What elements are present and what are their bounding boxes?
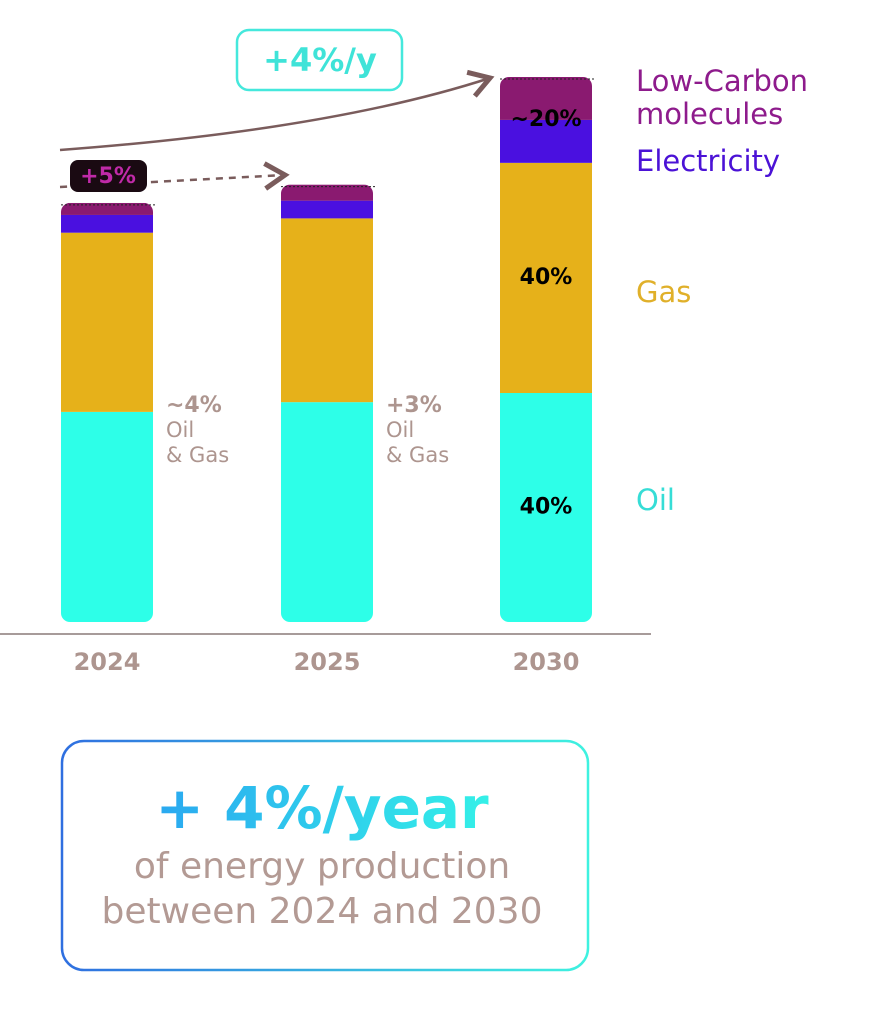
bar-stack xyxy=(500,76,592,622)
bar-segment xyxy=(500,76,592,120)
summary-line: between 2024 and 2030 xyxy=(102,891,543,932)
x-tick-label: 2030 xyxy=(513,648,580,676)
value-label: ~20% xyxy=(510,107,581,132)
bar-segment xyxy=(500,393,592,622)
note-line: Oil xyxy=(386,418,414,442)
legend-entry: Low-Carbon molecules xyxy=(636,64,809,131)
note-change: +3% xyxy=(386,393,442,418)
value-label: 40% xyxy=(520,495,573,520)
bar-stack xyxy=(281,184,373,622)
bar-segment xyxy=(61,214,153,233)
legend-entry: Oil xyxy=(636,482,675,517)
x-tick-label: 2024 xyxy=(74,648,141,676)
note-line: Oil xyxy=(166,418,194,442)
bar-segment xyxy=(61,411,153,622)
growth-arrow xyxy=(59,69,495,152)
bar-segment xyxy=(281,184,373,201)
bar-segment xyxy=(281,200,373,219)
growth-box xyxy=(235,28,404,92)
value-label: 40% xyxy=(520,265,573,290)
bar-segment xyxy=(281,402,373,622)
growth-2025-label: +5% xyxy=(80,164,136,189)
growth-2025-box xyxy=(70,160,147,192)
bar-segment xyxy=(500,119,592,163)
summary-headline: + 4%/year xyxy=(155,774,489,842)
bar-segment xyxy=(61,202,153,215)
summary-line: of energy production xyxy=(134,846,510,887)
growth-label: +4%/y xyxy=(263,41,377,79)
bar-segment xyxy=(500,162,592,393)
legend-entry: Gas xyxy=(636,274,692,309)
bar-segment xyxy=(281,218,373,403)
note-change: ~4% xyxy=(166,393,222,418)
note-line: & Gas xyxy=(166,443,229,467)
bar-segment xyxy=(61,232,153,412)
x-tick-label: 2025 xyxy=(294,648,361,676)
legend-entry: Electricity xyxy=(636,143,781,178)
note-line: & Gas xyxy=(386,443,449,467)
summary-box xyxy=(60,739,590,972)
bar-stack xyxy=(61,202,153,622)
